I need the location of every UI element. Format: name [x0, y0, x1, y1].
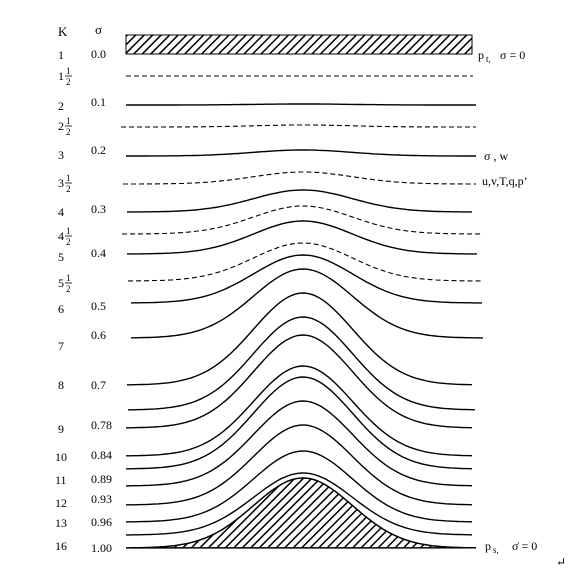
sigma-label-10: 0.5: [91, 299, 106, 313]
half-denominator-3: 2: [66, 127, 71, 137]
k-label-4: 3: [58, 148, 64, 162]
half-numerator-9: 1: [66, 273, 71, 283]
sigma-label-13: 0.7: [91, 378, 106, 392]
full-level-line-20: [125, 450, 472, 523]
k-label-0: 1: [58, 48, 64, 62]
half-denominator-5: 2: [66, 184, 71, 194]
full-level-line-2: [126, 103, 476, 106]
half-numerator-5: 1: [66, 173, 71, 183]
half-numerator-3: 1: [66, 116, 71, 126]
full-level-line-17: [126, 376, 472, 470]
variables-annotation: u,v,T,q,p’: [482, 174, 528, 188]
k-label-19: 12: [55, 496, 67, 510]
k-label-20: 13: [55, 516, 67, 530]
full-level-line-15: [126, 334, 472, 429]
sigma-label-20: 0.96: [91, 515, 112, 529]
full-level-line-8: [127, 220, 477, 255]
level-lines: [121, 75, 483, 536]
k-label-15: 9: [58, 422, 64, 436]
sigma-label-16: 0.84: [91, 448, 112, 462]
half-level-line-5: [123, 171, 476, 185]
k-label-2: 2: [58, 99, 64, 113]
k-label-13: 8: [58, 378, 64, 392]
sigma-header: σ: [95, 22, 102, 37]
sigma-label-2: 0.1: [91, 95, 106, 109]
k-label-16: 10: [55, 450, 67, 464]
half-numerator-1: 1: [66, 66, 71, 76]
surface-pressure-label: p: [485, 539, 491, 553]
sigma-label-15: 0.78: [91, 418, 112, 432]
top-pressure-label: p: [478, 48, 484, 62]
top-pressure-subscript: t,: [486, 54, 491, 64]
return-mark: ↵: [556, 555, 566, 569]
k-label-8: 5: [58, 250, 64, 264]
sigma-label-6: 0.3: [91, 202, 106, 216]
full-level-line-21: [126, 472, 472, 536]
full-level-line-13: [127, 292, 472, 386]
half-level-line-3: [121, 124, 476, 128]
sigma-label-0: 0.0: [91, 47, 106, 61]
top-condition-label: σ = 0: [500, 48, 525, 62]
k-label-9: 5: [58, 276, 64, 290]
level-labels: 1 0.01 122 0.12 123 0.23 124 0.34 125 0.45 126 0.50…: [55, 47, 112, 555]
half-denominator-9: 2: [66, 284, 71, 294]
half-numerator-7: 1: [66, 226, 71, 236]
sigma-label-18: 0.89: [91, 472, 112, 486]
full-level-line-4: [126, 149, 476, 157]
full-level-line-19: [125, 424, 473, 506]
full-level-line-11: [131, 268, 483, 339]
top-boundary-annotation: p t, σ = 0: [478, 48, 525, 64]
k-label-1: 1: [58, 69, 64, 83]
sigma-label-4: 0.2: [91, 143, 106, 157]
full-level-line-18: [125, 400, 472, 487]
half-level-line-7: [122, 205, 483, 235]
sigma-label-19: 0.93: [91, 492, 112, 506]
sigma-w-annotation: σ , w: [484, 149, 508, 163]
sigma-label-11: 0.6: [91, 328, 106, 342]
model-top-hatch: [125, 34, 473, 55]
surface-boundary-annotation: p s, σ̇ = 0: [485, 539, 537, 555]
k-label-22: 16: [55, 539, 67, 553]
sigma-label-8: 0.4: [91, 246, 106, 260]
k-label-3: 2: [58, 119, 64, 133]
full-level-line-14: [128, 316, 476, 411]
half-denominator-1: 2: [66, 77, 71, 87]
full-level-line-16: [126, 365, 472, 457]
half-denominator-7: 2: [66, 237, 71, 247]
k-label-18: 11: [55, 473, 67, 487]
k-header: K: [58, 24, 68, 39]
full-level-line-10: [130, 254, 482, 304]
terrain-mountain: [125, 477, 477, 549]
k-label-10: 6: [58, 302, 64, 316]
k-label-6: 4: [58, 205, 64, 219]
k-label-12: 7: [58, 339, 64, 353]
surface-condition-label: σ̇ = 0: [512, 539, 537, 553]
full-level-line-6: [126, 189, 472, 213]
sigma-label-22: 1.00: [91, 541, 112, 555]
half-level-line-9: [128, 242, 483, 282]
k-label-7: 4: [58, 229, 64, 243]
surface-pressure-subscript: s,: [493, 545, 499, 555]
k-label-5: 3: [58, 176, 64, 190]
